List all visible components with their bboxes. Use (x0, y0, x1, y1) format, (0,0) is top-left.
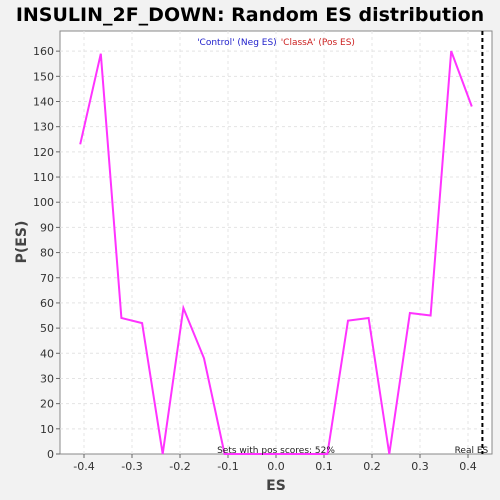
pos-scores-annotation: Sets with pos scores: 52% (217, 446, 335, 456)
series-layer (79, 50, 473, 455)
x-tick-label: -0.3 (121, 460, 142, 473)
y-tick-label: 140 (33, 96, 54, 109)
series-line (79, 50, 473, 455)
y-tick-label: 80 (40, 247, 54, 260)
real-es-label: Real ES (455, 446, 489, 456)
x-tick-label: 0.1 (315, 460, 333, 473)
y-tick-label: 90 (40, 221, 54, 234)
chart-title: INSULIN_2F_DOWN: Random ES distribution (16, 4, 484, 26)
y-tick-label: 70 (40, 272, 54, 285)
x-tick-label: -0.1 (217, 460, 238, 473)
y-axis-label: P(ES) (14, 221, 30, 264)
x-tick-label: -0.2 (169, 460, 190, 473)
y-tick-label: 60 (40, 297, 54, 310)
y-tick-label: 40 (40, 347, 54, 360)
y-tick-label: 10 (40, 423, 54, 436)
x-axis-label: ES (266, 478, 286, 494)
x-tick-label: -0.4 (73, 460, 94, 473)
y-tick-label: 30 (40, 372, 54, 385)
y-tick-label: 0 (47, 448, 54, 461)
x-tick-label: 0.2 (363, 460, 381, 473)
y-tick-label: 50 (40, 322, 54, 335)
x-tick-label: 0.4 (459, 460, 477, 473)
y-tick-label: 110 (33, 171, 54, 184)
y-tick-label: 130 (33, 121, 54, 134)
legend-entry-classa: 'ClassA' (Pos ES) (281, 38, 355, 48)
x-tick-label: 0.0 (267, 460, 285, 473)
axes: 0 10 20 30 40 50 60 70 80 90 100 110 120 130 140 150 160… (33, 45, 477, 473)
grid-lines (60, 31, 492, 454)
y-tick-label: 120 (33, 146, 54, 159)
legend: 'Control' (Neg ES) 'ClassA' (Pos ES) (197, 38, 355, 48)
y-tick-label: 150 (33, 70, 54, 83)
y-tick-label: 160 (33, 45, 54, 58)
legend-entry-control: 'Control' (Neg ES) (197, 38, 277, 48)
x-tick-label: 0.3 (411, 460, 429, 473)
y-tick-label: 20 (40, 398, 54, 411)
y-tick-label: 100 (33, 196, 54, 209)
